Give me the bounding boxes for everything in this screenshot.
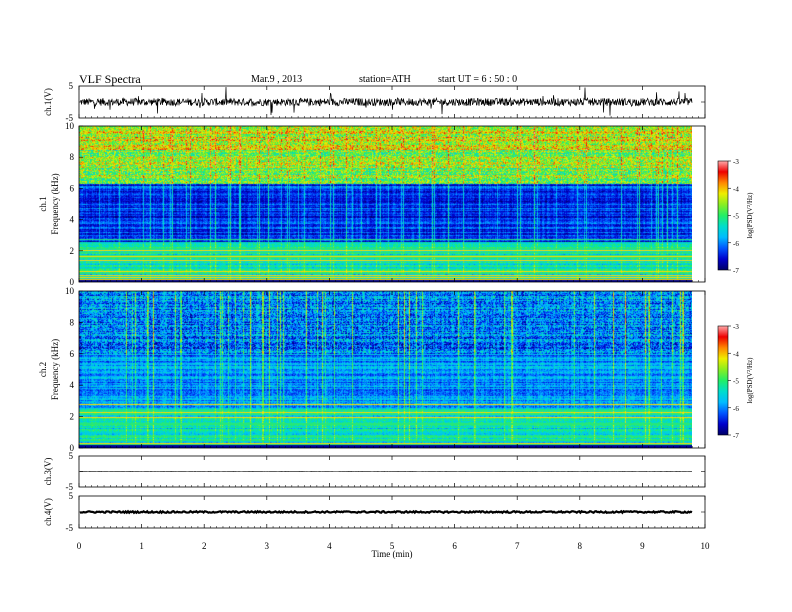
x-tick-label: 7: [515, 541, 520, 551]
start-time-label: start UT = 6 : 50 : 0: [438, 74, 518, 85]
y-tick-label: 2: [70, 246, 75, 256]
colorbar-label: log(PSD(V²/Hz): [746, 357, 754, 404]
colorbar-tick-label: -7: [733, 432, 739, 440]
y-tick-label: 0: [70, 277, 75, 287]
colorbar-tick-label: -6: [733, 405, 739, 413]
station-label: station=ATH: [359, 74, 411, 85]
y-tick-label: 8: [70, 152, 75, 162]
y-tick-label: -5: [66, 482, 74, 492]
x-tick-label: 3: [265, 541, 270, 551]
y-axis-label: ch.1(V): [43, 88, 53, 116]
colorbar-tick-label: -3: [733, 158, 739, 166]
y-tick-label: 8: [70, 317, 75, 327]
colorbar-tick-label: -7: [733, 267, 739, 275]
x-tick-label: 9: [640, 541, 645, 551]
colorbar-ch1-spectrogram: [717, 160, 729, 271]
y-tick-label: 0: [70, 443, 75, 453]
chart-title: VLF Spectra: [79, 72, 141, 86]
channel-label: ch.2: [38, 362, 48, 377]
x-tick-label: 1: [139, 541, 144, 551]
x-tick-label: 5: [390, 541, 395, 551]
x-axis-label: Time (min): [372, 549, 413, 559]
x-tick-label: 0: [77, 541, 82, 551]
colorbar-tick-label: -5: [733, 378, 739, 386]
y-axis-label: Frequency (kHz): [50, 339, 60, 400]
colorbar-label: log(PSD(V²/Hz): [746, 192, 754, 239]
y-tick-label: 6: [70, 349, 75, 359]
y-tick-label: 5: [69, 451, 74, 461]
colorbar-tick-label: -4: [733, 185, 739, 193]
colorbar-tick-label: -4: [733, 350, 739, 358]
colorbar-tick-label: -5: [733, 213, 739, 221]
y-axis-label: ch.4(V): [43, 498, 53, 526]
ch1-waveform: [79, 86, 693, 116]
y-tick-label: 10: [65, 121, 75, 131]
colorbar-ch2-spectrogram: [717, 325, 729, 436]
colorbar-tick-label: -6: [733, 240, 739, 248]
y-tick-label: 6: [70, 183, 75, 193]
ch2-spectrogram-image: [79, 291, 692, 448]
y-tick-label: -5: [66, 523, 74, 533]
y-tick-label: -5: [66, 113, 74, 123]
x-tick-label: 8: [578, 541, 583, 551]
y-tick-label: 5: [69, 491, 74, 501]
y-tick-label: 5: [69, 81, 74, 91]
colorbar-tick-label: -3: [733, 323, 739, 331]
y-tick-label: 2: [70, 412, 75, 422]
y-tick-label: 4: [70, 380, 75, 390]
ch1-spectrogram-image: [79, 126, 692, 282]
y-tick-label: 4: [70, 215, 75, 225]
y-tick-label: 10: [65, 286, 75, 296]
x-tick-label: 6: [452, 541, 457, 551]
date-label: Mar.9 , 2013: [251, 74, 303, 85]
x-tick-label: 2: [202, 541, 207, 551]
channel-label: ch.1: [38, 196, 48, 211]
x-tick-label: 10: [701, 541, 711, 551]
ch4-waveform: [79, 509, 693, 515]
y-axis-label: Frequency (kHz): [50, 173, 60, 234]
x-tick-label: 4: [327, 541, 332, 551]
y-axis-label: ch.3(V): [43, 458, 53, 486]
